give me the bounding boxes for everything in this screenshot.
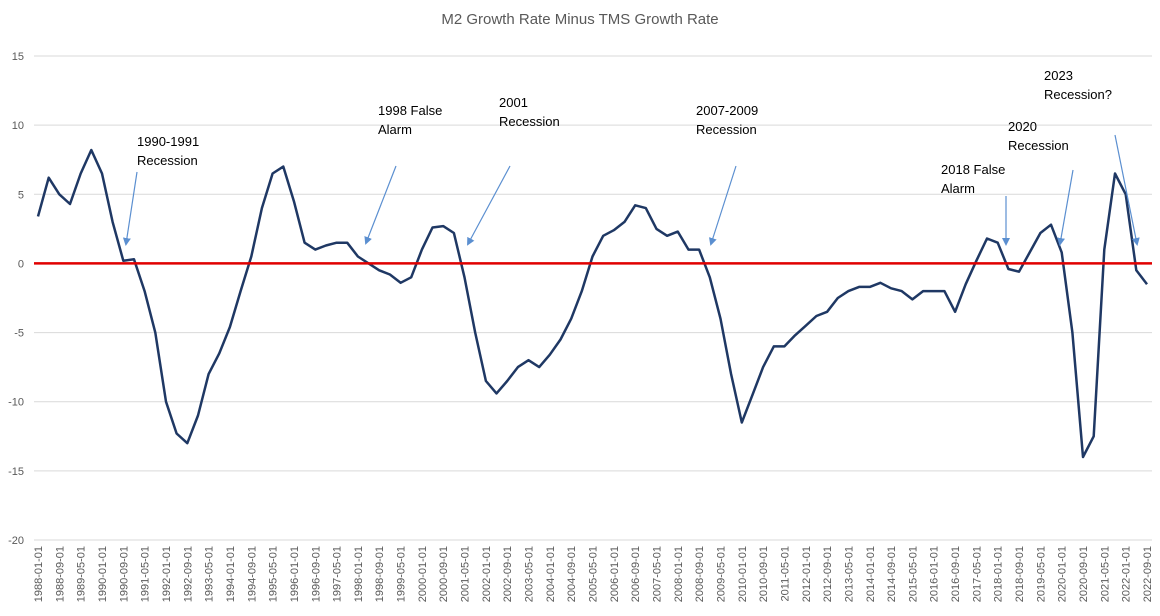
x-tick-label: 1988-01-01 (33, 546, 45, 602)
x-tick-label: 1991-05-01 (140, 546, 152, 602)
y-tick-label: -15 (8, 466, 24, 478)
x-tick-label: 2003-05-01 (524, 546, 536, 602)
x-tick-label: 2010-09-01 (758, 546, 770, 602)
annotation-arrow (364, 165, 397, 245)
annotation: Recession (137, 153, 198, 168)
x-tick-label: 2000-09-01 (438, 546, 450, 602)
data-line (36, 148, 1148, 459)
annotation: 2018 False (941, 162, 1005, 177)
annotation: Recession (1008, 138, 1069, 153)
x-tick-label: 1990-09-01 (118, 546, 130, 602)
x-tick-label: 1996-09-01 (310, 546, 322, 602)
y-tick-label: 15 (12, 51, 24, 63)
annotation-arrow (1114, 134, 1140, 246)
x-tick-label: 2004-01-01 (545, 546, 557, 602)
x-tick-label: 2016-09-01 (950, 546, 962, 602)
x-tick-label: 1994-01-01 (225, 546, 237, 602)
annotation: 2020 (1008, 119, 1037, 134)
x-tick-label: 2009-05-01 (715, 546, 727, 602)
annotation-arrow (1057, 169, 1074, 246)
x-tick-label: 1997-05-01 (332, 546, 344, 602)
annotation: 2007-2009 (696, 103, 758, 118)
x-tick-label: 2021-05-01 (1099, 546, 1111, 602)
x-tick-label: 1995-05-01 (268, 546, 280, 602)
x-tick-label: 2008-09-01 (694, 546, 706, 602)
x-tick-label: 2022-09-01 (1142, 546, 1154, 602)
annotation: 2023 (1044, 68, 1073, 83)
x-tick-label: 1990-01-01 (97, 546, 109, 602)
x-tick-label: 2019-05-01 (1035, 546, 1047, 602)
x-tick-label: 2007-05-01 (651, 546, 663, 602)
x-tick-label: 1989-05-01 (76, 546, 88, 602)
x-tick-label: 2018-09-01 (1014, 546, 1026, 602)
x-tick-label: 2005-05-01 (588, 546, 600, 602)
chart-title: M2 Growth Rate Minus TMS Growth Rate (441, 11, 718, 28)
annotation: Alarm (378, 122, 412, 137)
x-tick-label: 2014-01-01 (865, 546, 877, 602)
annotation-arrow (122, 171, 138, 246)
annotation: 1990-1991 (137, 134, 199, 149)
x-tick-label: 2017-05-01 (971, 546, 983, 602)
annotation: Recession? (1044, 87, 1112, 102)
x-tick-label: 1994-09-01 (246, 546, 258, 602)
x-tick-label: 2013-05-01 (843, 546, 855, 602)
x-tick-label: 2002-09-01 (502, 546, 514, 602)
annotation: Recession (499, 114, 560, 129)
annotation: 1998 False (378, 103, 442, 118)
x-tick-label: 2020-09-01 (1078, 546, 1090, 602)
x-tick-label: 2006-09-01 (630, 546, 642, 602)
x-tick-label: 1996-01-01 (289, 546, 301, 602)
x-tick-label: 1988-09-01 (54, 546, 66, 602)
x-tick-label: 2001-05-01 (460, 546, 472, 602)
x-tick-label: 1992-09-01 (182, 546, 194, 602)
x-tick-label: 2011-05-01 (779, 546, 791, 601)
x-tick-label: 2012-01-01 (801, 546, 813, 602)
x-tick-label: 1999-05-01 (396, 546, 408, 602)
x-tick-label: 2012-09-01 (822, 546, 834, 602)
y-tick-label: 10 (12, 120, 24, 132)
x-tick-label: 2018-01-01 (993, 546, 1005, 602)
x-tick-label: 2010-01-01 (737, 546, 749, 602)
x-tick-label: 2002-01-01 (481, 546, 493, 602)
x-tick-label: 2020-01-01 (1057, 546, 1069, 602)
y-tick-label: 0 (18, 258, 24, 270)
y-tick-label: -5 (14, 328, 24, 340)
x-tick-label: 1993-05-01 (204, 546, 216, 602)
x-tick-label: 1998-09-01 (374, 546, 386, 602)
x-tick-label: 2015-05-01 (907, 546, 919, 602)
x-tick-label: 2014-09-01 (886, 546, 898, 602)
annotation: 2001 (499, 95, 528, 110)
annotation-arrow (709, 165, 737, 246)
x-tick-label: 1998-01-01 (353, 546, 365, 602)
x-tick-label: 2008-01-01 (673, 546, 685, 602)
x-tick-label: 2022-01-01 (1121, 546, 1133, 602)
y-tick-label: -20 (8, 535, 24, 547)
x-tick-label: 2016-01-01 (929, 546, 941, 602)
annotation: Alarm (941, 181, 975, 196)
y-tick-label: -10 (8, 397, 24, 409)
y-tick-label: 5 (18, 189, 24, 201)
annotation: Recession (696, 122, 757, 137)
x-tick-label: 2006-01-01 (609, 546, 621, 602)
x-tick-label: 1992-01-01 (161, 546, 173, 602)
x-tick-label: 2000-01-01 (417, 546, 429, 602)
x-tick-label: 2004-09-01 (566, 546, 578, 602)
annotation-arrow (467, 165, 511, 246)
